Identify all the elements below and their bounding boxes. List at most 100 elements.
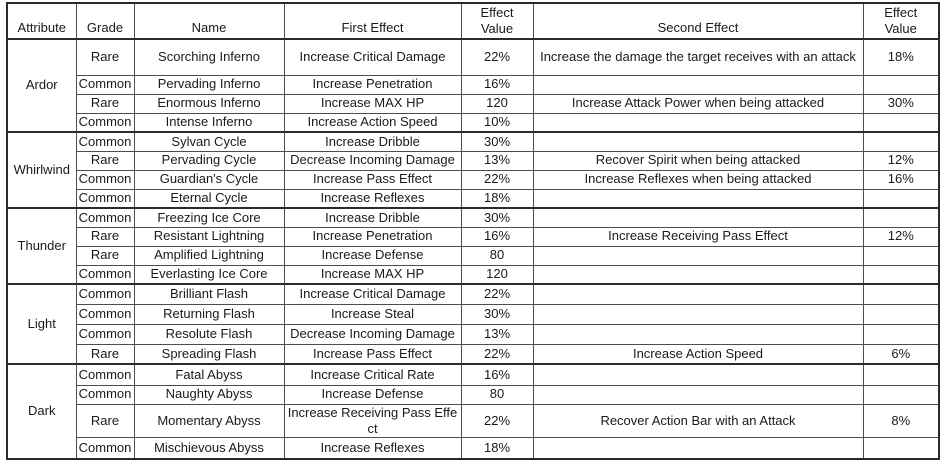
header-first-effect: First Effect [283, 2, 462, 40]
effect-value-cell: 22% [460, 169, 534, 190]
effect-value-cell: 22% [460, 38, 534, 76]
table-row: Dark Common Fatal Abyss Increase Critica… [6, 363, 940, 459]
effect-value-cell: 80 [460, 384, 534, 405]
effect-value-cell [862, 207, 940, 228]
first-effect-cell: Increase Pass Effect [283, 169, 462, 190]
effect-value-cell: 22% [460, 343, 534, 365]
grade-cell: Common [75, 131, 135, 152]
grade-cell: Common [75, 264, 135, 285]
first-effect-cell: Increase Pass Effect [283, 343, 462, 365]
name-cell: Guardian's Cycle [133, 169, 285, 190]
name-cell: Everlasting Ice Core [133, 264, 285, 285]
grade-cell: Common [75, 169, 135, 190]
table-row: Rare Enormous Inferno Increase MAX HP 12… [7, 93, 940, 114]
first-effect-cell: Increase Dribble [283, 131, 462, 152]
grade-cell: Rare [75, 38, 135, 76]
first-effect-cell: Increase Critical Rate [283, 363, 462, 386]
grade-cell: Rare [75, 403, 135, 438]
second-effect-cell: Recover Action Bar with an Attack [532, 403, 864, 438]
table-row: Rare Momentary Abyss Increase Receiving … [7, 403, 940, 438]
table-row: Light Common Brilliant Flash Increase Cr… [6, 283, 940, 365]
grade-cell: Rare [75, 150, 135, 171]
name-cell: Resolute Flash [133, 323, 285, 345]
name-cell: Resistant Lightning [133, 226, 285, 247]
table-row: Rare Amplified Lightning Increase Defens… [7, 245, 940, 266]
header-grade: Grade [75, 2, 135, 40]
name-cell: Pervading Cycle [133, 150, 285, 171]
second-effect-cell: Increase Reflexes when being attacked [532, 169, 864, 190]
effects-table: Attribute Grade Name First Effect Effect… [6, 2, 940, 460]
second-effect-cell [532, 303, 864, 325]
table-row: Common Pervading Inferno Increase Penetr… [7, 74, 940, 95]
grade-cell: Common [75, 363, 135, 386]
effect-value-cell: 18% [460, 437, 534, 459]
second-effect-cell [532, 323, 864, 345]
header-name: Name [133, 2, 285, 40]
second-effect-cell: Recover Spirit when being attacked [532, 150, 864, 171]
first-effect-cell: Increase Penetration [283, 226, 462, 247]
effect-value-cell: 16% [460, 226, 534, 247]
effect-value-cell: 18% [460, 188, 534, 209]
second-effect-cell [532, 437, 864, 459]
grade-cell: Common [75, 283, 135, 305]
first-effect-cell: Decrease Incoming Damage [283, 150, 462, 171]
first-effect-cell: Increase MAX HP [283, 93, 462, 114]
table-row: Common Resolute Flash Decrease Incoming … [7, 323, 940, 345]
effect-value-cell: 22% [460, 283, 534, 305]
grade-cell: Common [75, 303, 135, 325]
name-cell: Naughty Abyss [133, 384, 285, 405]
effect-value-cell: 30% [862, 93, 940, 114]
name-cell: Eternal Cycle [133, 188, 285, 209]
table-row: Rare Resistant Lightning Increase Penetr… [7, 226, 940, 247]
second-effect-cell: Increase the damage the target receives … [532, 38, 864, 76]
grade-cell: Common [75, 323, 135, 345]
second-effect-cell: Increase Action Speed [532, 343, 864, 365]
first-effect-cell: Increase Defense [283, 245, 462, 266]
effect-value-cell: 16% [460, 74, 534, 95]
first-effect-cell: Increase Action Speed [283, 112, 462, 133]
effect-value-cell: 22% [460, 403, 534, 438]
effect-value-cell: 30% [460, 303, 534, 325]
header-attribute: Attribute [6, 2, 77, 40]
table-row: Ardor Rare Scorching Inferno Increase Cr… [6, 38, 940, 133]
first-effect-cell: Increase MAX HP [283, 264, 462, 285]
name-cell: Freezing Ice Core [133, 207, 285, 228]
second-effect-cell: Increase Attack Power when being attacke… [532, 93, 864, 114]
effect-value-cell: 120 [460, 93, 534, 114]
attribute-cell: Light [6, 283, 77, 365]
effect-value-cell [862, 74, 940, 95]
grade-cell: Common [75, 188, 135, 209]
effect-value-cell: 16% [460, 363, 534, 386]
effect-value-cell [862, 303, 940, 325]
table-row: Common Everlasting Ice Core Increase MAX… [7, 264, 940, 285]
first-effect-cell: Increase Dribble [283, 207, 462, 228]
effect-value-cell: 30% [460, 207, 534, 228]
effect-value-cell [862, 264, 940, 285]
second-effect-cell [532, 283, 864, 305]
name-cell: Momentary Abyss [133, 403, 285, 438]
second-effect-cell: Increase Receiving Pass Effect [532, 226, 864, 247]
second-effect-cell [532, 207, 864, 228]
table-row: Whirlwind Common Sylvan Cycle Increase D… [6, 131, 940, 209]
name-cell: Pervading Inferno [133, 74, 285, 95]
effect-value-cell: 30% [460, 131, 534, 152]
grade-cell: Rare [75, 226, 135, 247]
effect-value-cell: 18% [862, 38, 940, 76]
first-effect-cell: Increase Defense [283, 384, 462, 405]
effect-value-cell [862, 245, 940, 266]
first-effect-cell: Increase Critical Damage [283, 283, 462, 305]
effect-value-cell: 10% [460, 112, 534, 133]
header-second-effect: Second Effect [532, 2, 864, 40]
first-effect-cell: Increase Steal [283, 303, 462, 325]
second-effect-cell [532, 245, 864, 266]
first-effect-cell: Increase Critical Damage [283, 38, 462, 76]
effect-value-cell [862, 437, 940, 459]
table-row: Common Naughty Abyss Increase Defense 80 [7, 384, 940, 405]
effect-value-cell: 6% [862, 343, 940, 365]
name-cell: Fatal Abyss [133, 363, 285, 386]
table-row: Thunder Common Freezing Ice Core Increas… [6, 207, 940, 285]
table-row: Common Guardian's Cycle Increase Pass Ef… [7, 169, 940, 190]
effect-value-cell [862, 363, 940, 386]
effect-value-cell [862, 283, 940, 305]
